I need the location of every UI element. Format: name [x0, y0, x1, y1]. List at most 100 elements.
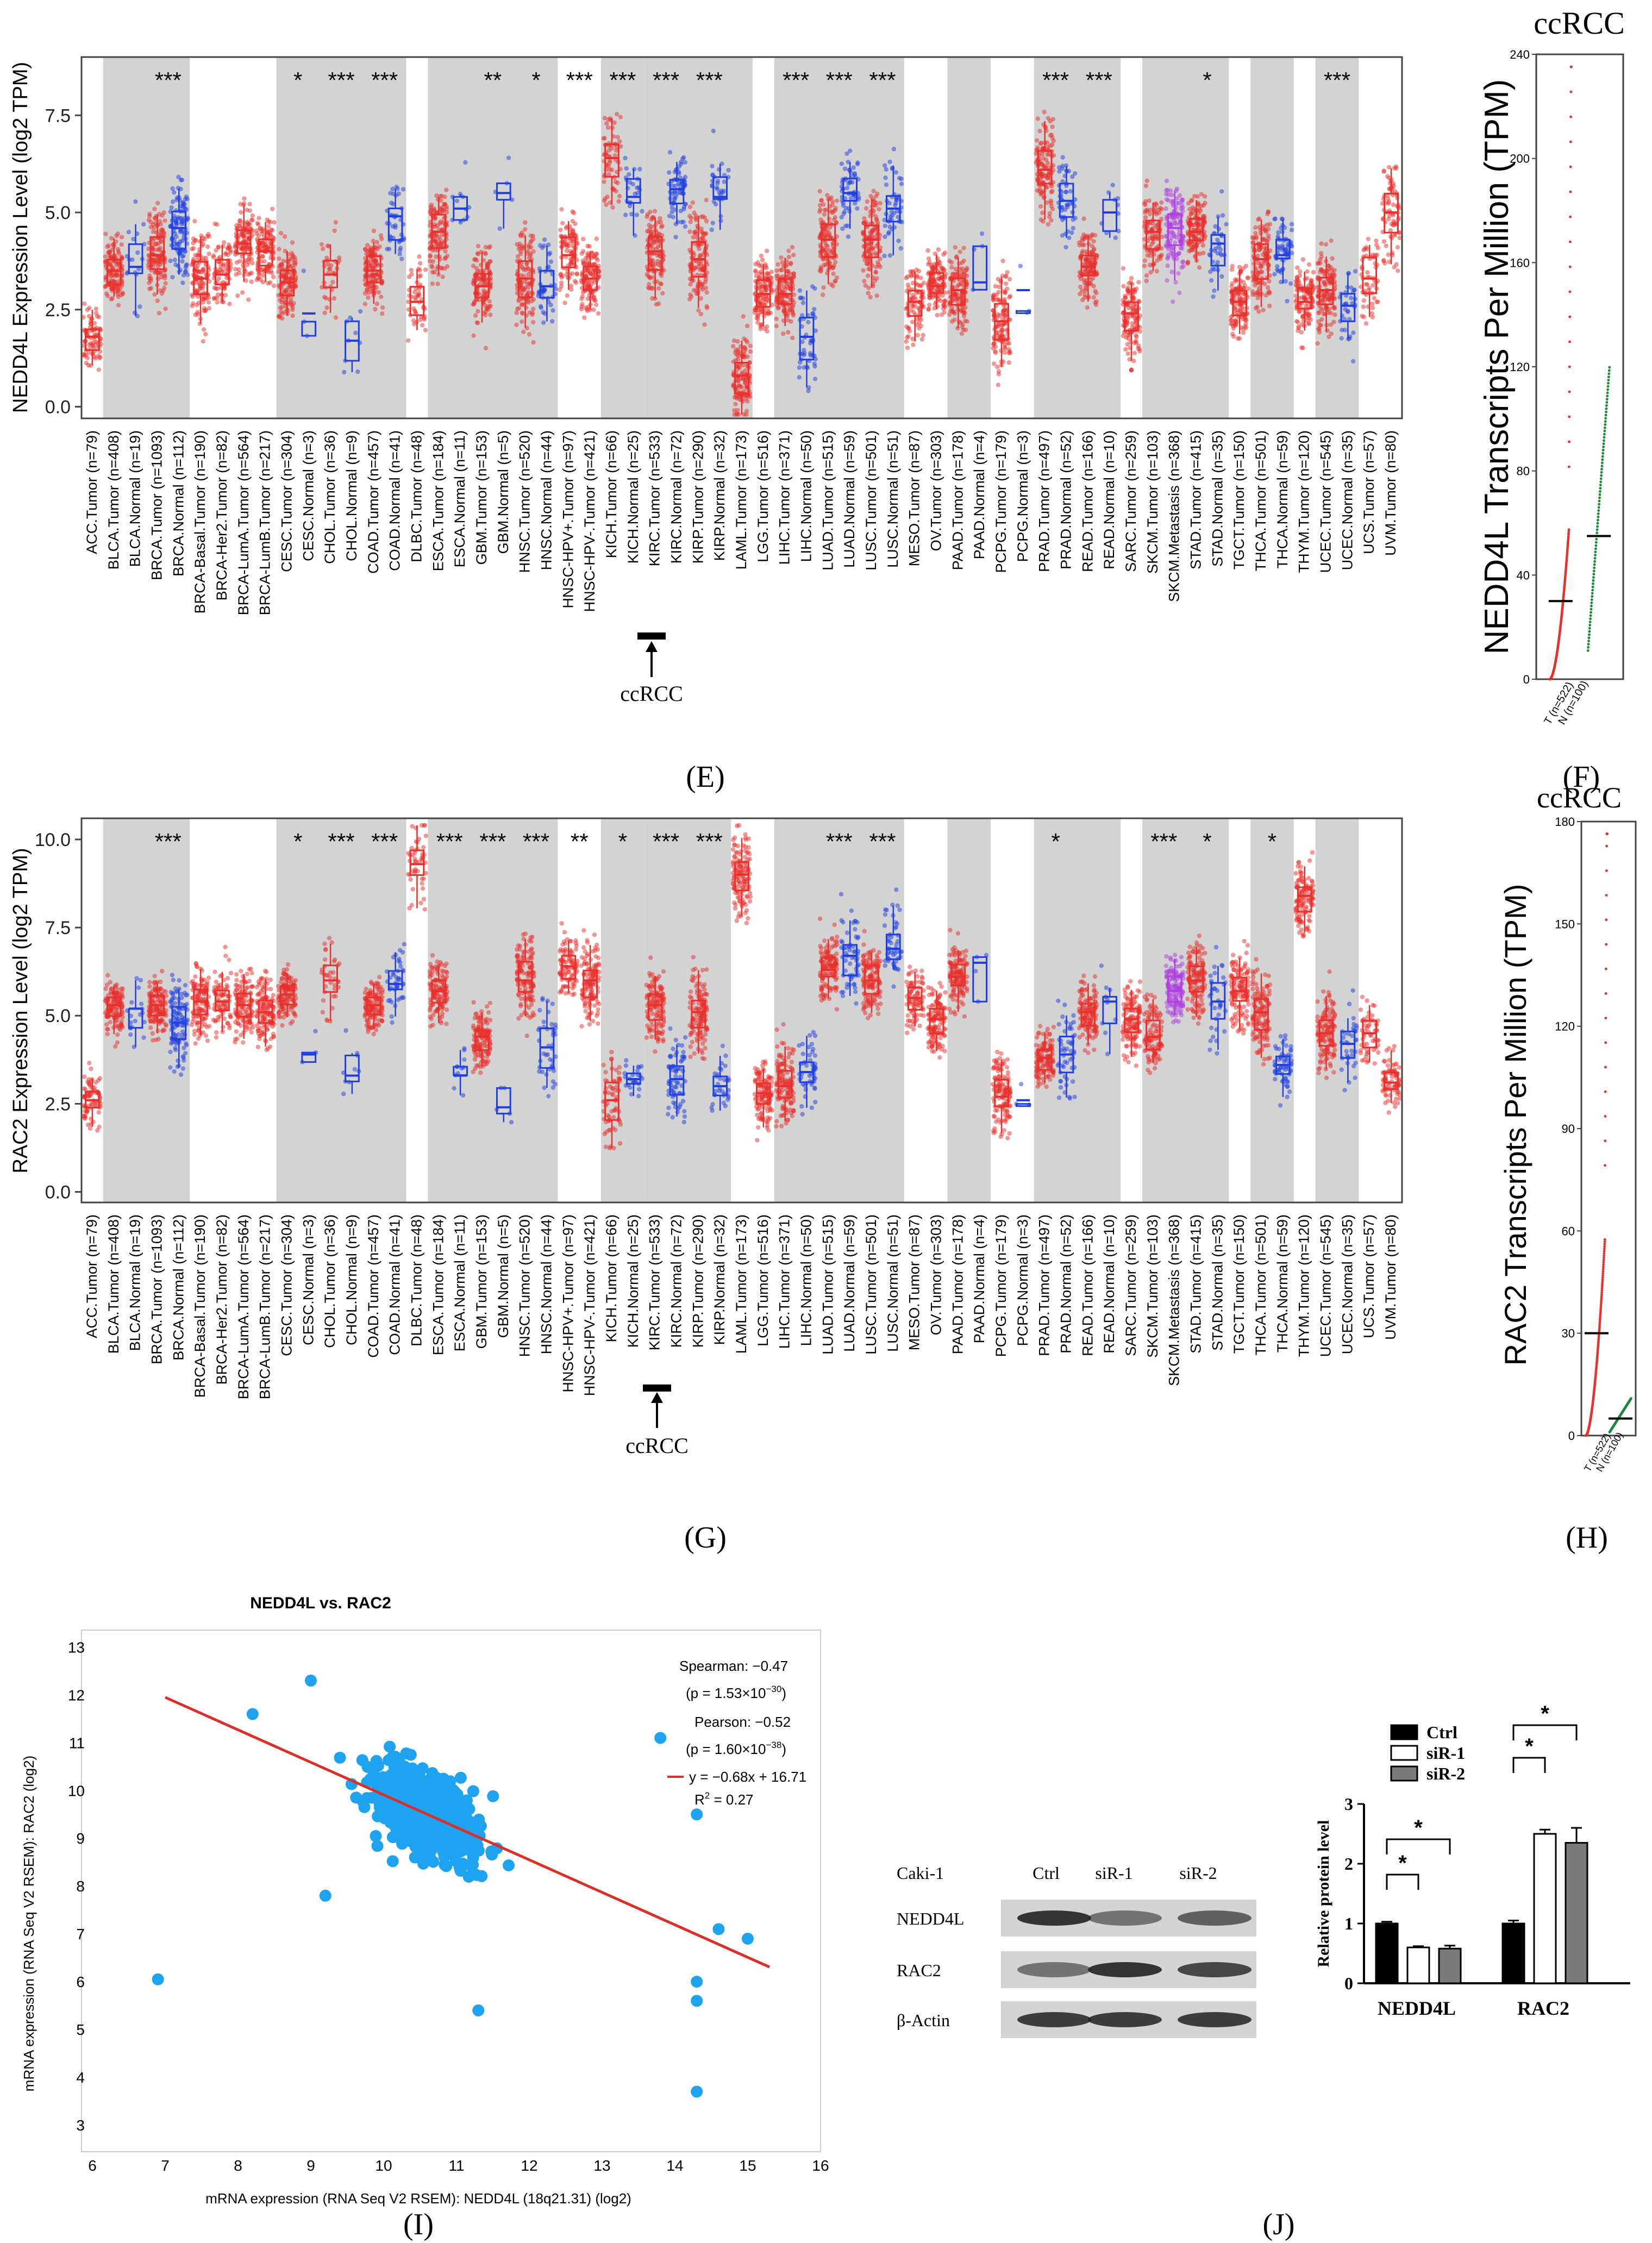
data-point [659, 224, 664, 230]
data-point [401, 187, 406, 192]
data-point [374, 261, 379, 266]
data-point [797, 360, 803, 365]
data-point [444, 187, 449, 192]
data-point [955, 299, 960, 304]
data-point [774, 323, 779, 329]
data-point [1186, 260, 1191, 265]
data-point [650, 261, 655, 266]
data-point [660, 291, 665, 296]
data-point [114, 239, 118, 244]
data-point [718, 214, 723, 219]
data-point [1186, 242, 1191, 247]
data-point [327, 266, 332, 272]
data-point [151, 222, 156, 227]
data-point [1047, 211, 1053, 216]
data-point [409, 272, 414, 277]
data-point [790, 245, 795, 250]
data-point [634, 185, 640, 190]
data-point [279, 309, 284, 314]
data-point [200, 268, 205, 273]
data-point [520, 302, 524, 307]
data-point [627, 180, 633, 185]
data-point [775, 262, 780, 267]
data-point [1195, 227, 1200, 231]
data-point [240, 290, 245, 295]
data-point [246, 297, 251, 302]
data-point [797, 288, 803, 293]
data-point [531, 319, 536, 325]
data-point [483, 346, 489, 350]
data-point [506, 155, 511, 160]
data-point [269, 271, 274, 275]
data-point [1129, 314, 1135, 319]
data-point [1241, 286, 1247, 291]
data-point [527, 281, 531, 286]
data-point [812, 286, 817, 291]
data-point [260, 254, 265, 259]
data-point [559, 280, 564, 285]
data-point [569, 232, 574, 237]
data-point [1163, 206, 1168, 211]
data-point [759, 284, 765, 289]
data-point [1071, 217, 1075, 222]
data-point [1181, 264, 1186, 269]
data-point [523, 220, 528, 225]
data-point [290, 307, 295, 312]
data-point [593, 298, 598, 303]
data-point [548, 259, 554, 264]
data-point [526, 272, 531, 277]
data-point [269, 227, 274, 233]
data-point [865, 273, 871, 278]
data-point [1289, 228, 1294, 233]
data-point [1091, 276, 1096, 281]
data-point [271, 283, 277, 289]
data-point [191, 246, 196, 251]
data-point [250, 261, 255, 266]
data-point [637, 167, 642, 172]
data-point [569, 287, 574, 292]
data-point [1285, 298, 1290, 304]
data-point [480, 278, 486, 283]
data-point [1045, 152, 1050, 158]
shade-ucec [1315, 57, 1359, 418]
data-point [211, 253, 216, 258]
shade-gbm [471, 57, 515, 418]
data-point [1000, 328, 1005, 333]
data-point [868, 193, 873, 199]
data-point [868, 240, 873, 246]
data-point [1265, 285, 1271, 290]
data-point [109, 278, 114, 283]
data-point [791, 253, 796, 258]
data-point [1038, 217, 1044, 222]
data-point [1210, 266, 1215, 271]
data-point [918, 317, 924, 322]
data-point [279, 262, 285, 267]
data-point [670, 183, 675, 189]
shade-paad [947, 57, 991, 418]
data-point [1122, 293, 1128, 299]
data-point [821, 202, 826, 207]
data-point [557, 287, 562, 292]
data-point [531, 340, 536, 345]
data-point [906, 325, 911, 330]
data-point [1069, 230, 1074, 235]
data-point [115, 231, 121, 236]
data-point [116, 303, 121, 308]
data-point [1110, 183, 1115, 187]
data-point [991, 295, 996, 300]
data-point [332, 228, 337, 233]
data-point [105, 293, 110, 298]
data-point [205, 244, 210, 249]
data-point [119, 235, 124, 240]
data-point [249, 217, 254, 222]
data-point [147, 280, 152, 285]
data-point [443, 249, 448, 254]
data-point [1230, 331, 1235, 336]
data-point [1134, 333, 1138, 338]
data-point [271, 274, 276, 279]
data-point [704, 290, 709, 295]
data-point [573, 221, 578, 226]
data-point [1073, 171, 1078, 176]
data-point [1169, 222, 1174, 227]
data-point [293, 260, 298, 265]
